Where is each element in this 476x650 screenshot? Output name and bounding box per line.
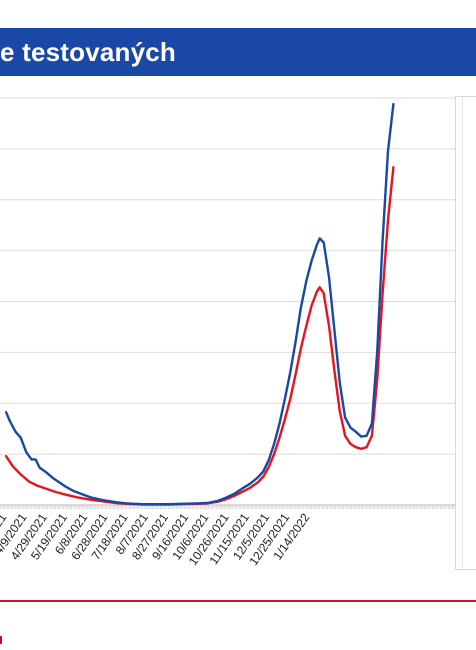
title-bar: e testovaných — [0, 28, 476, 76]
series-line-2 — [4, 166, 395, 506]
legend-panel-inner — [462, 97, 476, 569]
top-band — [0, 0, 476, 28]
page-title: e testovaných — [0, 36, 177, 67]
footer-mark — [0, 636, 2, 644]
x-axis — [0, 505, 456, 509]
series-line-1 — [4, 102, 395, 506]
legend-panel — [455, 96, 476, 570]
footer-divider — [0, 600, 476, 602]
line-chart: 1/20214/9/20214/29/20215/19/20216/8/2021… — [0, 97, 456, 568]
chart-area: 1/2021 4/9/2021 4/29/2021 5/19/2021 6/8/2021… — [0, 76, 476, 601]
x-tick-labels: 1/20214/9/20214/29/20215/19/20216/8/2021… — [0, 510, 313, 567]
series-layer — [4, 102, 395, 506]
grid-layer — [0, 97, 456, 506]
